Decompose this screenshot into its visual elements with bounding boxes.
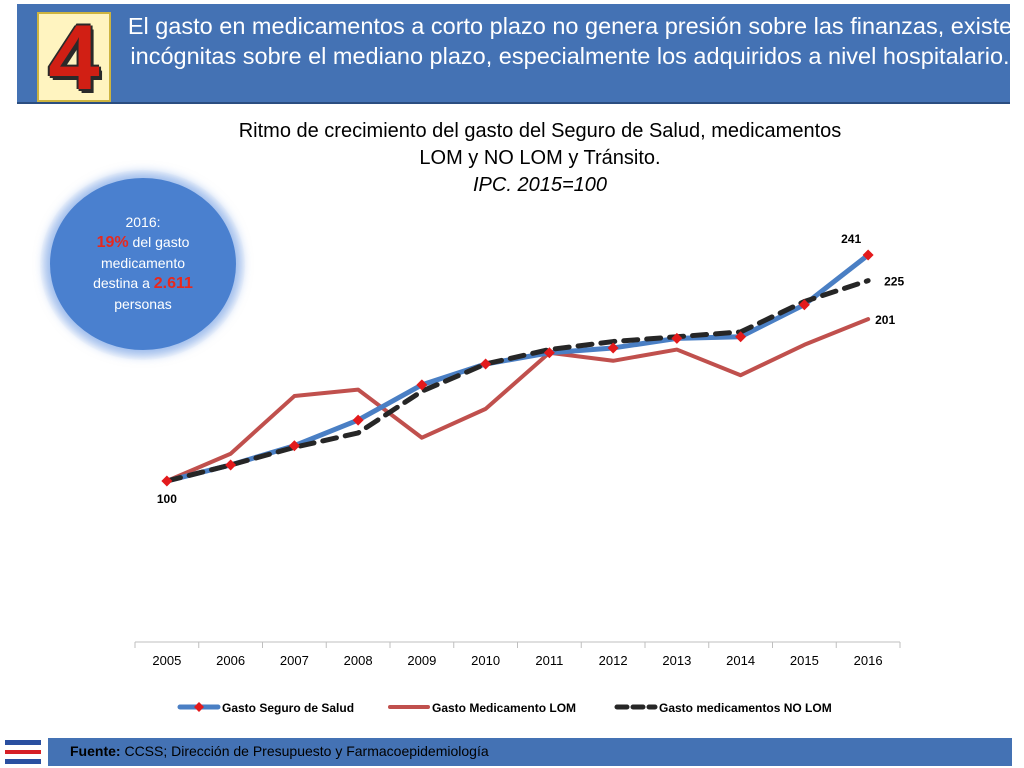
data-label-100: 100 <box>157 492 177 506</box>
data-label-201: 201 <box>875 313 895 327</box>
series-line-gasto-seguro-de-salud <box>164 252 871 484</box>
section-number: 4 <box>48 7 100 109</box>
section-number-badge: 4 <box>37 7 111 109</box>
chart-title-line2: LOM y NO LOM y Tránsito. <box>419 147 661 169</box>
x-axis: 2005 2006 2007 2008 2009 2010 2011 2012 2013 2014… <box>134 641 901 668</box>
legend-label: Gasto medicamentos NO LOM <box>659 701 832 715</box>
callout-line-pct: 19% del gasto <box>96 234 190 251</box>
chart-subtitle: IPC. 2015=100 <box>473 174 607 196</box>
data-point-salud-2016 <box>862 249 874 261</box>
data-point-salud-2005 <box>161 475 173 487</box>
callout-count: 2.611 <box>153 275 193 292</box>
legend-item-gasto-seguro-de-salud: Gasto Seguro de Salud <box>177 701 354 715</box>
source-text: CCSS; Dirección de Presupuesto y Farmaco… <box>120 743 489 759</box>
x-tick-label-2015: 2015 <box>790 653 819 668</box>
series-markers <box>161 249 874 487</box>
data-point-salud-2012 <box>607 342 619 354</box>
callout-year: 2016: <box>125 214 161 230</box>
chart-title-line1: Ritmo de crecimiento del gasto del Segur… <box>238 120 842 142</box>
chart-title: Ritmo de crecimiento del gasto del Segur… <box>180 118 900 199</box>
data-label-241: 241 <box>841 232 861 246</box>
x-tick-label-2013: 2013 <box>662 653 691 668</box>
callout-line-count: destina a 2.611 <box>93 275 193 292</box>
data-point-salud-2007 <box>288 440 300 452</box>
slide-header: 4 El gasto en medicamentos a corto plazo… <box>17 4 1012 109</box>
x-tick-label-2007: 2007 <box>280 653 309 668</box>
costa-rica-flag-icon <box>5 740 41 764</box>
slide-footer: Fuente: CCSS; Dirección de Presupuesto y… <box>48 738 1012 766</box>
legend-label: Gasto Seguro de Salud <box>222 701 354 715</box>
data-point-salud-2014 <box>735 331 747 343</box>
legend-label: Gasto Medicamento LOM <box>432 701 576 715</box>
source-note: Fuente: CCSS; Dirección de Presupuesto y… <box>70 743 489 759</box>
callout-line-personas: personas <box>114 296 172 312</box>
data-point-salud-2013 <box>671 332 683 344</box>
x-tick-label-2006: 2006 <box>216 653 245 668</box>
data-point-salud-2009 <box>416 379 428 391</box>
legend-item-gasto-medicamento-lom: Gasto Medicamento LOM <box>388 701 576 715</box>
x-tick-label-2005: 2005 <box>152 653 181 668</box>
data-point-salud-2011 <box>543 347 555 359</box>
legend-marker <box>194 702 204 712</box>
series-line-gasto-medicamento-lom <box>164 317 871 483</box>
header-statement: El gasto en medicamentos a corto plazo n… <box>127 13 1013 69</box>
data-point-salud-2008 <box>352 414 364 426</box>
x-tick-label-2008: 2008 <box>344 653 373 668</box>
data-label-225: 225 <box>884 275 904 289</box>
data-point-salud-2015 <box>798 299 810 311</box>
legend-item-gasto-medicamentos-no-lom: Gasto medicamentos NO LOM <box>614 701 832 715</box>
data-point-salud-2010 <box>480 358 492 370</box>
data-labels: 100 241 225 201 <box>157 232 905 506</box>
callout-circle <box>50 178 236 350</box>
callout-line-medicamento: medicamento <box>100 255 186 271</box>
source-label: Fuente: <box>70 743 121 759</box>
callout-text: 2016: 19% del gasto medicamento destina … <box>50 212 236 314</box>
data-point-salud-2006 <box>225 459 237 471</box>
x-tick-label-2011: 2011 <box>535 653 563 668</box>
x-tick-label-2009: 2009 <box>407 653 436 668</box>
chart-legend: Gasto Seguro de Salud Gasto Medicamento L… <box>177 701 832 715</box>
series-line-gasto-medicamentos-no-lom <box>164 278 871 484</box>
callout-percent: 19% <box>96 234 129 251</box>
x-tick-label-2012: 2012 <box>599 653 628 668</box>
x-tick-label-2016: 2016 <box>854 653 883 668</box>
series-lines <box>164 252 871 484</box>
x-tick-label-2014: 2014 <box>726 653 755 668</box>
x-tick-label-2010: 2010 <box>471 653 500 668</box>
